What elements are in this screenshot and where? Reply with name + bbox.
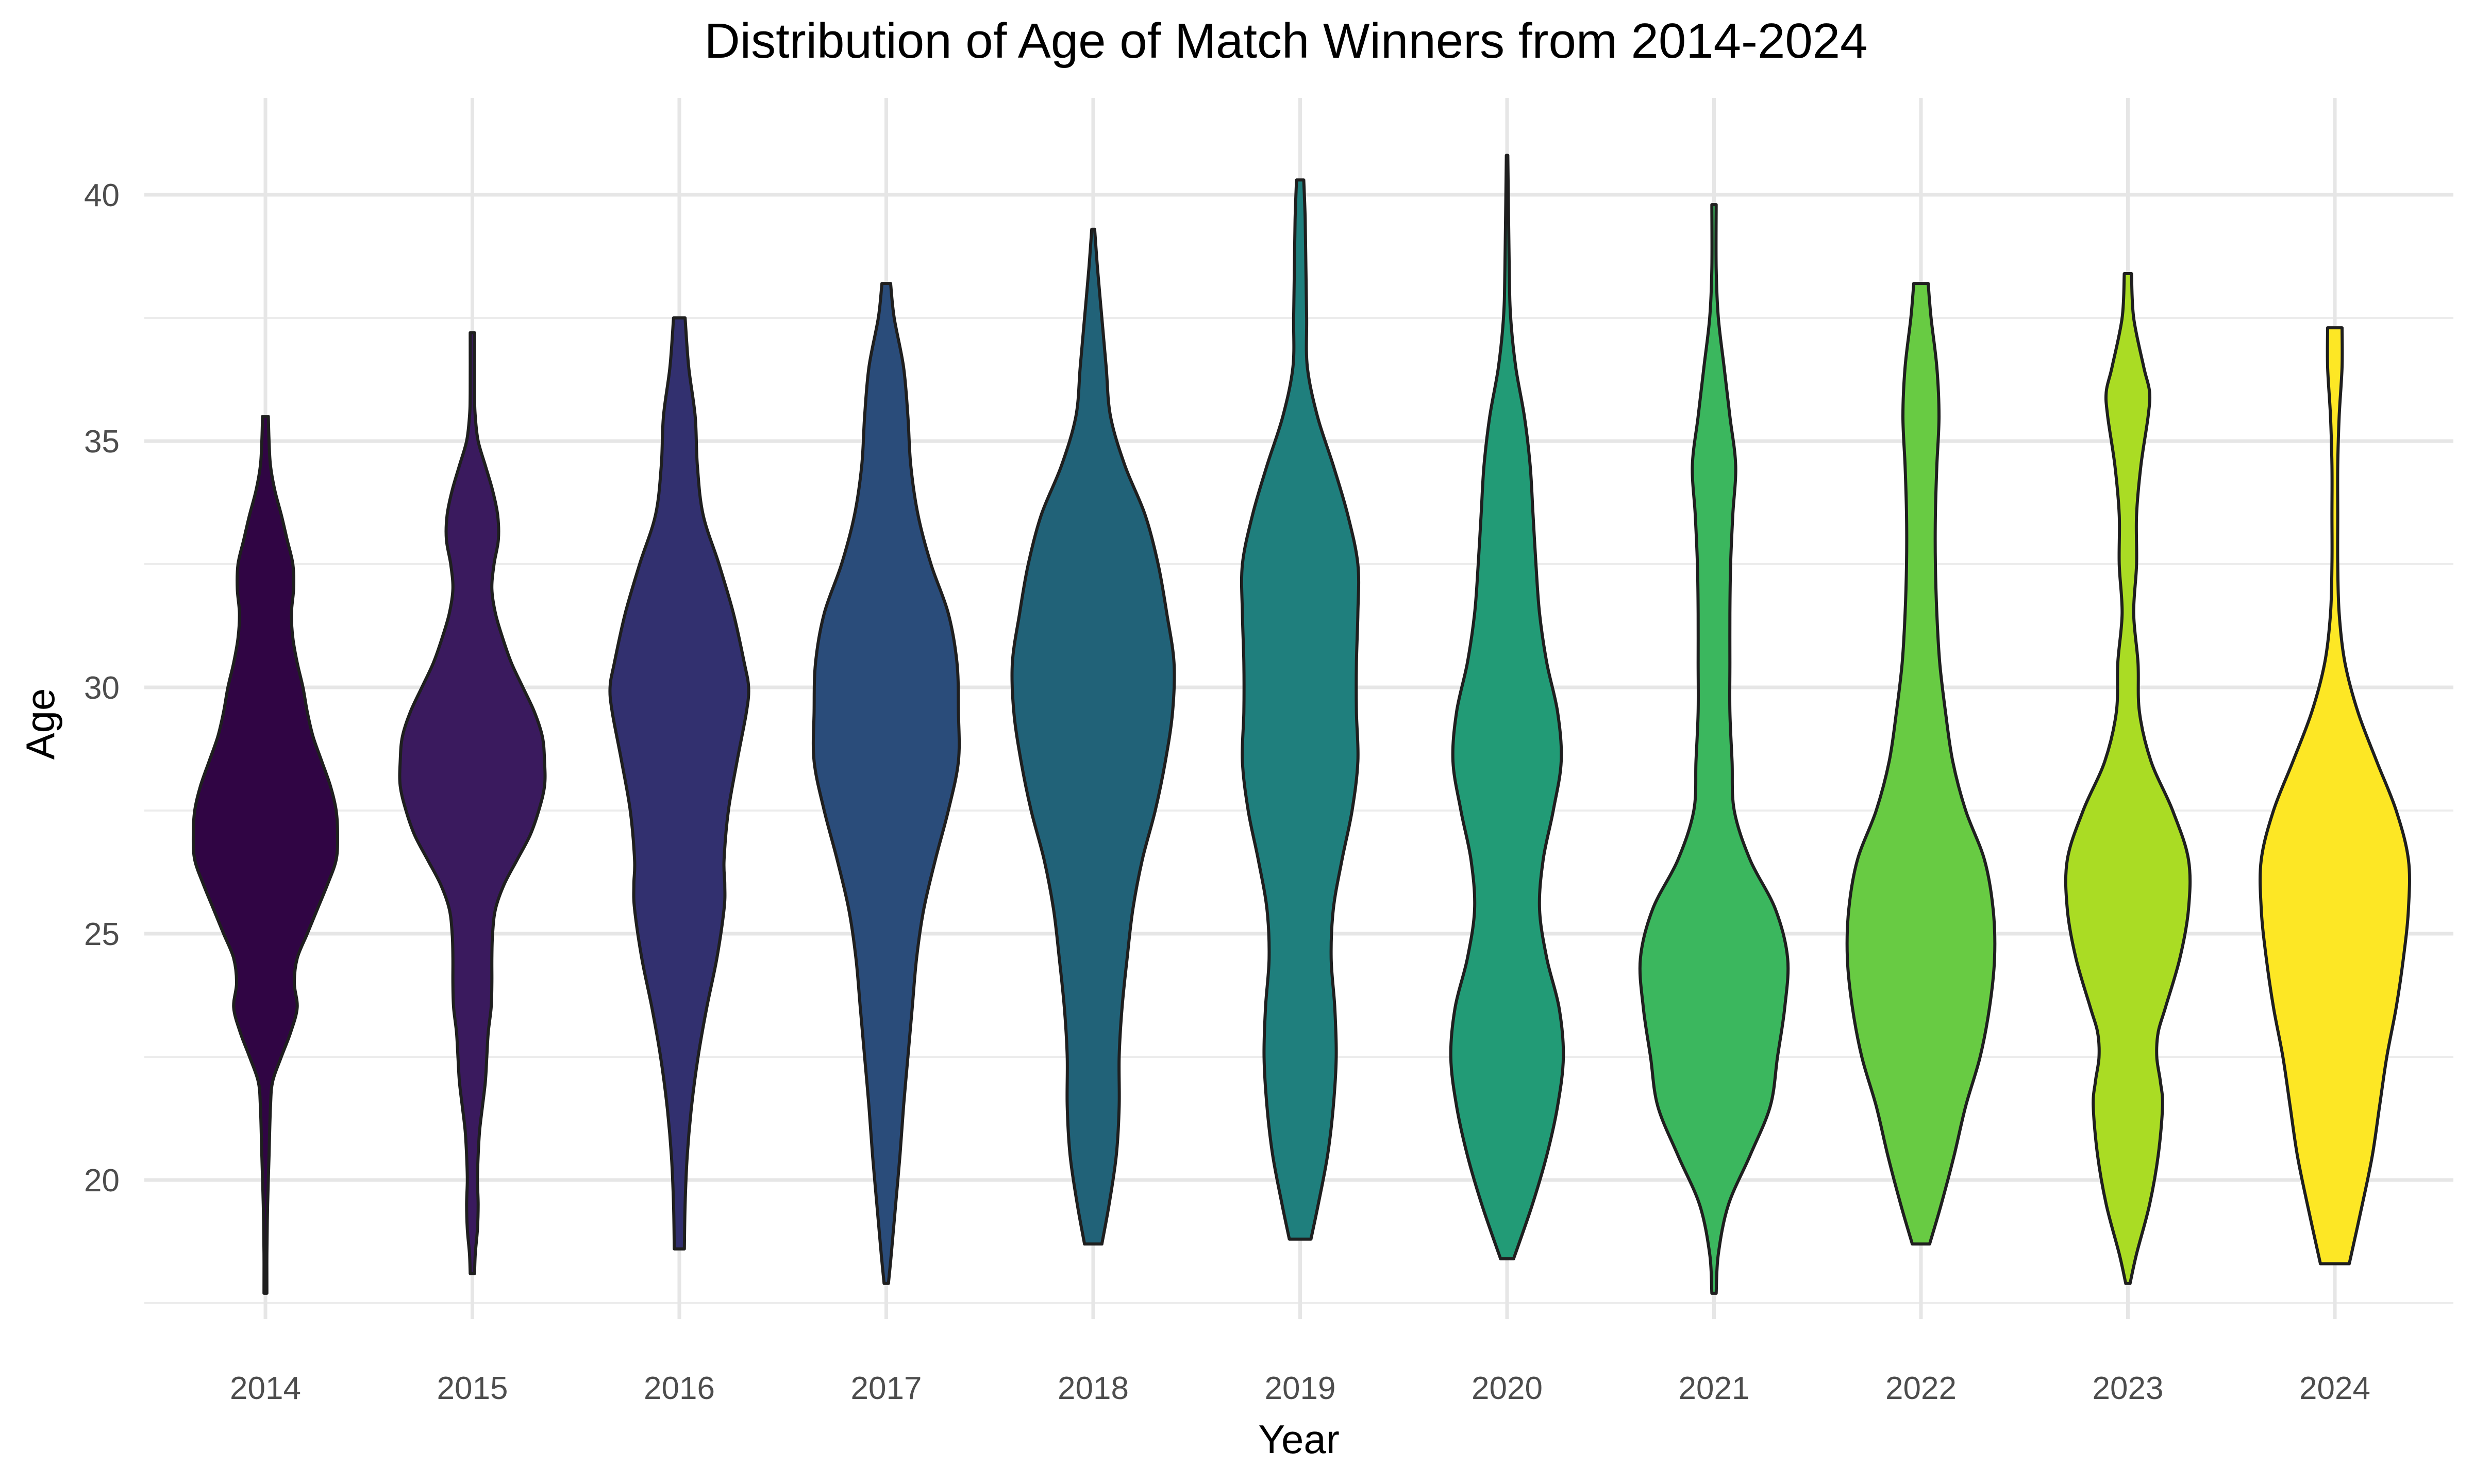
y-tick-label: 20 [84, 1163, 120, 1199]
x-tick-label: 2014 [230, 1371, 301, 1406]
y-tick-labels: 20 25 30 35 40 [84, 178, 120, 1199]
x-tick-label: 2021 [1679, 1371, 1750, 1406]
violin-2024 [2259, 326, 2411, 1266]
violin-2018 [1010, 227, 1176, 1246]
violin-2020 [1449, 154, 1565, 1260]
violin-2015 [398, 331, 547, 1275]
violin-2016 [608, 316, 750, 1251]
x-tick-label: 2020 [1472, 1371, 1543, 1406]
x-tick-label: 2019 [1265, 1371, 1336, 1406]
x-tick-label: 2018 [1058, 1371, 1129, 1406]
y-tick-label: 35 [84, 424, 120, 460]
violin-2022 [1845, 282, 1997, 1246]
x-tick-label: 2024 [2299, 1371, 2370, 1406]
y-tick-label: 30 [84, 670, 120, 706]
violin-2017 [811, 282, 961, 1285]
violin-2019 [1240, 178, 1361, 1241]
x-tick-labels: 2014 2015 2016 2017 2018 2019 2020 2021 2022 2023… [230, 1371, 2370, 1406]
y-tick-label: 25 [84, 917, 120, 952]
y-axis-title: Age [18, 688, 63, 760]
x-tick-label: 2022 [1885, 1371, 1957, 1406]
x-tick-label: 2016 [644, 1371, 715, 1406]
y-tick-label: 40 [84, 178, 120, 213]
violin-group [191, 154, 2411, 1295]
x-axis-title: Year [1258, 1416, 1340, 1462]
x-tick-label: 2015 [437, 1371, 508, 1406]
chart-title: Distribution of Age of Match Winners fro… [704, 13, 1867, 69]
x-tick-label: 2023 [2093, 1371, 2164, 1406]
violin-2014 [191, 415, 340, 1295]
violin-2021 [1638, 203, 1790, 1295]
violin-2023 [2064, 272, 2192, 1285]
x-tick-label: 2017 [851, 1371, 922, 1406]
